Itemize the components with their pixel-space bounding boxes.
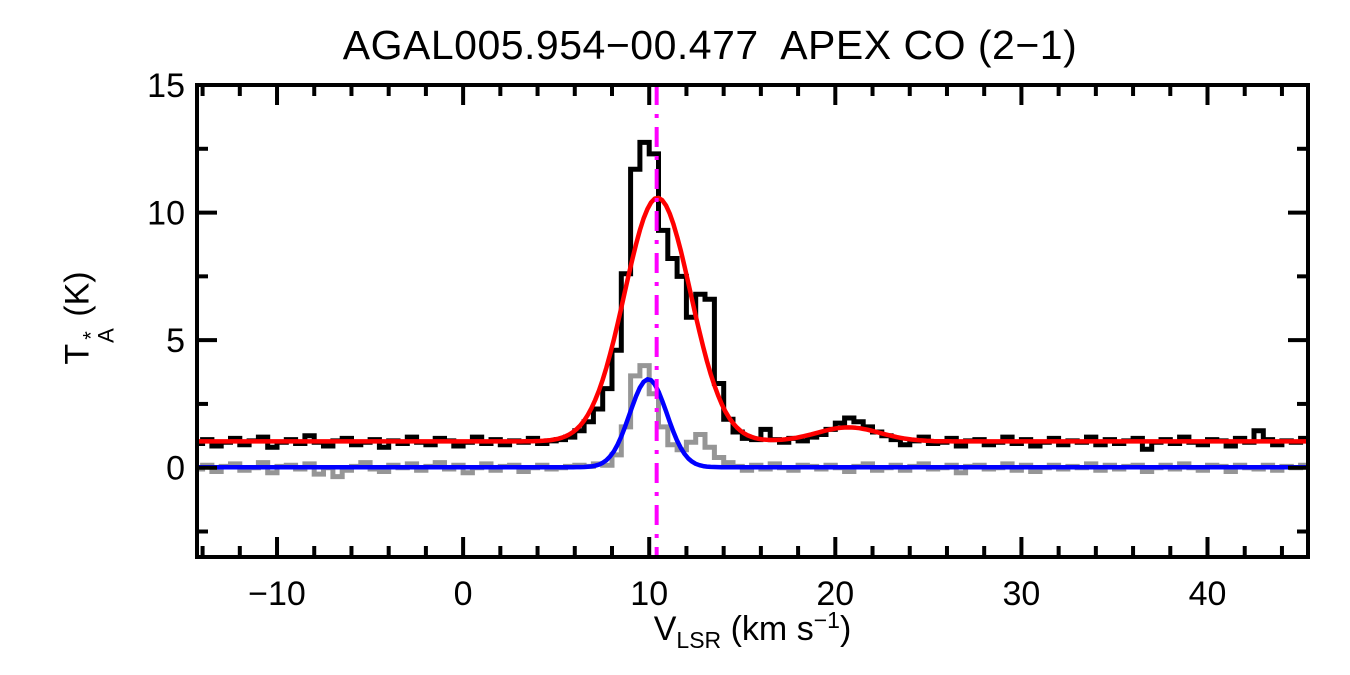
axes-layer: −10 0 10 20 30 40 0 5 10 15 [147,67,1310,613]
x-axis-label: VLSR (km s−1) [197,607,1308,653]
axes-frame [195,83,1310,559]
y-axis-label: T * A (K) [58,271,119,365]
x-axis-label-symbol: V [653,610,677,648]
y-tick-label: 5 [166,322,185,360]
x-tick-label: 40 [1189,575,1227,613]
x-tick-label: 10 [630,575,668,613]
x-tick-label: 30 [1002,575,1040,613]
gaussian-fit-observed [197,195,1307,444]
x-axis-label-sup: −1 [813,607,840,633]
y-axis-label-symbol: T [58,343,97,365]
x-axis-label-sub: LSR [676,627,722,653]
y-axis-label-unit: (K) [58,271,97,327]
x-tick-label: −10 [248,575,306,613]
x-axis-label-close: ) [839,610,852,648]
plot-data-layer [197,85,1308,557]
y-axis-label-sub: A [93,328,119,343]
x-axis-label-unit: (km s [721,610,814,648]
y-tick-label: 15 [147,67,185,105]
y-tick-label: 0 [166,450,185,488]
x-tick-label: 0 [454,575,473,613]
y-axis-label-script: * A [79,328,119,343]
plot-title: AGAL005.954−00.477 APEX CO (2−1) [342,22,1078,68]
y-tick-label: 10 [147,195,185,233]
observed-spectrum [197,139,1308,452]
x-tick-label: 20 [816,575,854,613]
residual-spectrum [197,363,1308,480]
gaussian-fit-residual [197,377,1307,470]
